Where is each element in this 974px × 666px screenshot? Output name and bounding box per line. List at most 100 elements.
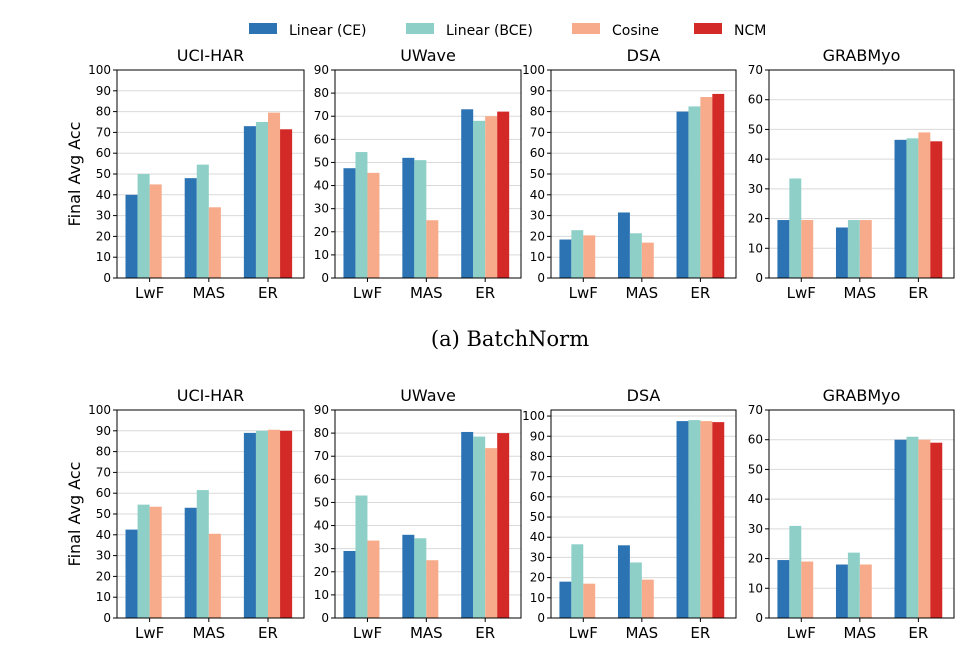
- y-tick-label: 90: [530, 84, 545, 98]
- y-tick-label: 0: [537, 271, 545, 285]
- bar-linear-bce-mas: [414, 538, 427, 618]
- legend-label: Linear (CE): [289, 23, 367, 39]
- y-tick-label: 60: [96, 486, 111, 500]
- x-tick-label: LwF: [135, 624, 164, 642]
- y-tick-label: 90: [314, 63, 329, 77]
- bar-linear-bce-er: [688, 420, 701, 618]
- bar-ncm-er: [930, 141, 943, 278]
- bar-ncm-er: [280, 430, 293, 618]
- bar-cosine-mas: [641, 242, 654, 278]
- bar-cosine-er: [268, 429, 281, 618]
- bar-cosine-mas: [859, 220, 872, 278]
- bar-linear-bce-er: [688, 106, 701, 279]
- y-tick-label: 30: [314, 202, 329, 216]
- y-tick-label: 80: [96, 105, 111, 119]
- y-tick-label: 40: [314, 519, 329, 533]
- y-tick-label: 60: [314, 472, 329, 486]
- x-tick-label: MAS: [625, 624, 658, 642]
- chart-grabmyo-second: 0 10 20 30 40 50 60 70 LwF MAS ER GRABMyo: [748, 386, 955, 642]
- y-tick-label: 60: [96, 146, 111, 160]
- y-tick-label: 40: [530, 530, 545, 544]
- bar-linear-ce-lwf: [125, 529, 138, 618]
- y-tick-label: 30: [314, 542, 329, 556]
- bar-cosine-er: [918, 132, 931, 278]
- bar-linear-bce-mas: [196, 164, 209, 278]
- y-tick-label: 10: [530, 250, 545, 264]
- y-tick-label: 30: [748, 182, 763, 196]
- y-tick-label: 80: [530, 105, 545, 119]
- y-tick-label: 90: [530, 429, 545, 443]
- y-tick-label: 50: [96, 507, 111, 521]
- y-tick-label: 70: [96, 465, 111, 479]
- bar-linear-bce-lwf: [355, 495, 368, 618]
- x-tick-label: ER: [690, 624, 710, 642]
- y-tick-label: 50: [314, 495, 329, 509]
- bar-linear-ce-er: [894, 439, 907, 618]
- x-tick-label: ER: [908, 624, 928, 642]
- y-tick-label: 70: [530, 470, 545, 484]
- y-tick-label: 60: [748, 93, 763, 107]
- y-tick-label: 50: [314, 155, 329, 169]
- y-tick-label: 50: [530, 510, 545, 524]
- y-tick-label: 60: [530, 490, 545, 504]
- y-tick-label: 40: [96, 188, 111, 202]
- chart-title: UWave: [400, 46, 456, 65]
- bar-linear-bce-lwf: [789, 178, 802, 278]
- y-tick-label: 40: [96, 528, 111, 542]
- bar-linear-bce-lwf: [789, 525, 802, 618]
- y-tick-label: 20: [96, 229, 111, 243]
- y-axis-label: Final Avg Acc: [65, 462, 84, 567]
- bar-ncm-er: [497, 433, 510, 618]
- y-tick-label: 30: [530, 550, 545, 564]
- bar-linear-ce-mas: [402, 534, 415, 618]
- legend: Linear (CE) Linear (BCE) Cosine NCM: [249, 23, 766, 39]
- bar-linear-bce-lwf: [571, 544, 584, 618]
- y-tick-label: 20: [748, 212, 763, 226]
- bar-linear-bce-er: [473, 436, 486, 618]
- y-tick-label: 80: [314, 86, 329, 100]
- y-tick-label: 40: [748, 152, 763, 166]
- bar-linear-ce-er: [461, 109, 474, 279]
- y-tick-label: 90: [314, 403, 329, 417]
- y-tick-label: 20: [530, 229, 545, 243]
- axes-frame: [116, 409, 305, 619]
- bar-cosine-lwf: [367, 172, 380, 278]
- chart-uwave-batchnorm: 0 10 20 30 40 50 60 70 80 90 LwF MAS ER UWave: [314, 46, 522, 302]
- bar-linear-bce-lwf: [571, 230, 584, 278]
- bar-ncm-er: [930, 442, 943, 618]
- chart-title: UWave: [400, 386, 456, 405]
- bar-linear-ce-er: [676, 421, 689, 618]
- x-tick-label: LwF: [569, 284, 598, 302]
- bar-linear-ce-er: [243, 126, 256, 278]
- x-tick-label: LwF: [135, 284, 164, 302]
- bar-linear-ce-lwf: [125, 194, 138, 278]
- y-tick-label: 20: [314, 565, 329, 579]
- bar-ncm-er: [280, 129, 293, 278]
- chart-dsa-second: 0 10 20 30 40 50 60 70 80 90 100 LwF MAS ER DSA: [522, 386, 737, 642]
- y-tick-label: 40: [530, 188, 545, 202]
- x-tick-label: ER: [475, 284, 495, 302]
- y-tick-label: 10: [530, 591, 545, 605]
- bar-cosine-mas: [426, 220, 439, 278]
- bar-linear-ce-mas: [184, 507, 197, 618]
- chart-title: UCI-HAR: [177, 46, 244, 65]
- bar-linear-bce-lwf: [355, 152, 368, 278]
- y-tick-label: 70: [748, 403, 763, 417]
- bar-ncm-er: [497, 111, 510, 278]
- bar-linear-bce-mas: [847, 552, 860, 618]
- y-tick-label: 80: [314, 426, 329, 440]
- bar-cosine-lwf: [149, 506, 162, 618]
- x-tick-label: MAS: [843, 624, 876, 642]
- axes-frame: [334, 409, 522, 619]
- x-tick-label: ER: [908, 284, 928, 302]
- bar-cosine-lwf: [367, 540, 380, 618]
- bar-cosine-er: [268, 112, 281, 278]
- x-tick-label: MAS: [192, 284, 225, 302]
- axes-frame: [768, 409, 955, 619]
- y-tick-label: 60: [530, 146, 545, 160]
- y-tick-label: 50: [96, 167, 111, 181]
- y-tick-label: 100: [522, 409, 545, 423]
- bar-linear-bce-mas: [414, 160, 427, 278]
- chart-uwave-second: 0 10 20 30 40 50 60 70 80 90 LwF MAS ER UWave: [314, 386, 522, 642]
- legend-label: Linear (BCE): [446, 23, 533, 39]
